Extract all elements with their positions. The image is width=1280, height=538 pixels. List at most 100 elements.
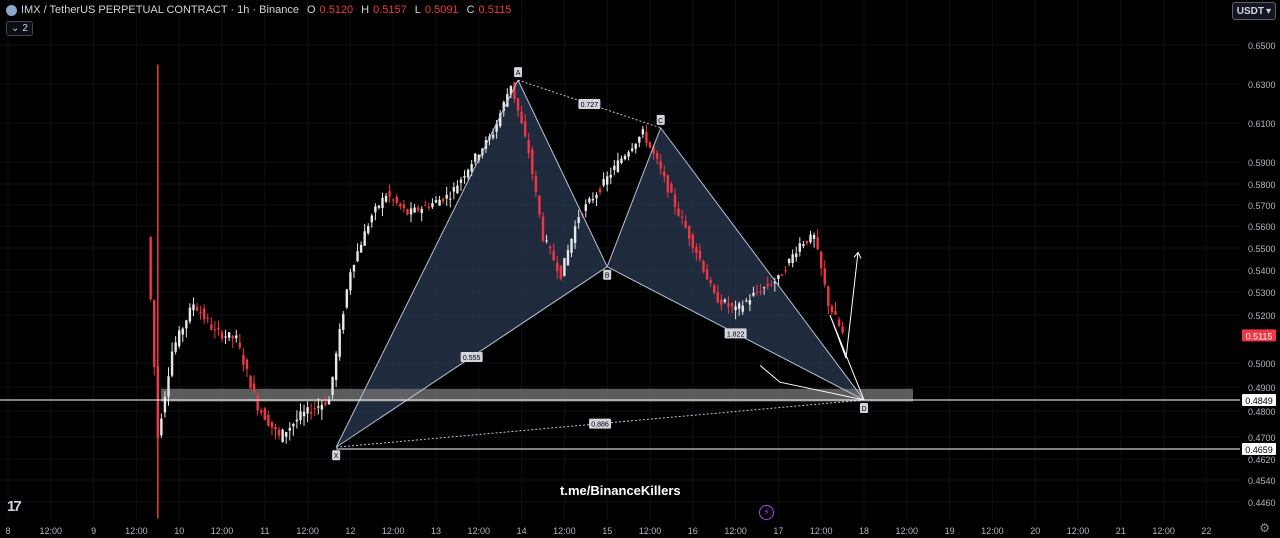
time-tick-label: 12:00 <box>40 526 63 536</box>
candle-body <box>459 179 463 183</box>
candle-body <box>666 175 670 193</box>
time-tick-label: 12:00 <box>981 526 1004 536</box>
candle-body <box>477 155 480 161</box>
candle-body <box>577 217 580 224</box>
candle-body <box>185 320 188 329</box>
candle-body <box>381 197 384 209</box>
candle-body <box>249 375 252 389</box>
ratio-label-box <box>724 328 747 339</box>
candle-body <box>584 204 587 211</box>
candle-body <box>695 246 698 253</box>
candle-body <box>466 169 470 178</box>
price-level-lines[interactable] <box>0 399 1240 450</box>
candle-body <box>224 336 227 338</box>
candle-body <box>327 399 331 405</box>
candle-body <box>509 85 513 95</box>
candle-body <box>588 198 591 203</box>
projection-path[interactable] <box>759 251 865 401</box>
candle-body <box>374 206 377 213</box>
candle-body <box>755 291 759 293</box>
candle-body <box>516 98 520 111</box>
price-tick-label: 0.4540 <box>1248 476 1276 486</box>
candle-body <box>762 287 766 289</box>
lightning-icon[interactable]: ⚡ <box>759 505 774 520</box>
candle-body <box>520 111 523 124</box>
candle-body <box>445 194 448 199</box>
candle-body <box>295 419 299 422</box>
price-tick-label: 0.4460 <box>1248 498 1276 508</box>
candle-body <box>377 205 381 208</box>
time-tick-label: 12:00 <box>125 526 148 536</box>
candle-body <box>563 258 566 277</box>
low-value: 0.5091 <box>424 4 459 16</box>
time-tick-label: 10 <box>174 526 184 536</box>
candle-body <box>370 215 373 223</box>
candle-body <box>427 206 431 208</box>
time-tick-label: 22 <box>1201 526 1211 536</box>
candle-body <box>552 250 555 261</box>
candle-body <box>559 265 563 279</box>
time-tick-label: 18 <box>859 526 869 536</box>
tradingview-logo-icon[interactable]: 17 <box>7 498 22 515</box>
candle-body <box>737 303 741 309</box>
candle-body <box>506 94 509 107</box>
candle-body <box>320 404 324 410</box>
imx-coin-icon <box>6 4 17 16</box>
currency-selector[interactable]: USDT ▾ <box>1231 2 1276 20</box>
time-tick-label: 11 <box>260 526 269 536</box>
point-label: D <box>861 406 866 413</box>
candle-body <box>759 291 762 293</box>
candle-body <box>206 317 209 319</box>
support-zone[interactable] <box>161 388 913 402</box>
candle-body <box>752 292 755 296</box>
pattern-leg <box>517 79 608 267</box>
candle-body <box>638 136 641 143</box>
candle-body <box>648 142 652 148</box>
candle-body <box>538 195 541 215</box>
candle-body <box>299 411 302 421</box>
time-tick-label: 15 <box>602 526 612 536</box>
indicators-toggle-button[interactable]: ⌄ 2 <box>6 21 33 36</box>
candle-body <box>809 234 812 243</box>
time-axis[interactable]: 8 12:00 9 12:00 10 12:00 11 12:00 12 12:00 13 12:00… <box>5 526 1211 536</box>
price-level-tag <box>1242 394 1276 406</box>
time-tick-label: 12:00 <box>896 526 919 536</box>
candle-body <box>777 275 780 279</box>
candle-body <box>170 351 174 376</box>
time-tick-label: 12:00 <box>211 526 234 536</box>
current-price-label: 0.5115 <box>1246 331 1273 341</box>
candle-body <box>395 196 398 204</box>
candle-body <box>663 171 666 177</box>
price-axis[interactable]: 0.6500 0.6300 0.6100 0.5900 0.5800 0.5700 0.56… <box>1242 41 1276 508</box>
close-value: 0.5115 <box>478 4 512 16</box>
price-tick-label: 0.6500 <box>1248 41 1276 51</box>
candle-body <box>727 303 730 307</box>
candle-body <box>830 306 834 313</box>
candle-body <box>513 82 516 100</box>
candle-body <box>188 307 192 322</box>
candle-body <box>270 421 274 428</box>
candle-body <box>531 149 534 174</box>
candle-body <box>402 204 406 209</box>
time-tick-label: 12:00 <box>468 526 491 536</box>
candle-body <box>495 123 498 132</box>
time-tick-label: 12:00 <box>724 526 747 536</box>
candle-body <box>242 354 245 365</box>
projection-arrowhead <box>853 251 862 259</box>
candle-body <box>406 209 409 215</box>
candle-body <box>837 319 841 326</box>
candle-body <box>680 216 684 218</box>
low-label: L <box>414 4 421 16</box>
time-tick-label: 12:00 <box>553 526 576 536</box>
point-label: B <box>605 273 610 280</box>
symbol-title[interactable]: IMX / TetherUS PERPETUAL CONTRACT · 1h ·… <box>21 4 299 16</box>
gear-icon[interactable]: ⚙ <box>1259 521 1270 535</box>
candle-body <box>359 244 363 253</box>
candle-body <box>281 429 284 442</box>
candle-body <box>252 383 256 393</box>
candle-body <box>263 408 266 420</box>
candle-body <box>541 216 545 241</box>
chart-grid <box>0 0 1240 520</box>
candle-body <box>441 198 445 202</box>
